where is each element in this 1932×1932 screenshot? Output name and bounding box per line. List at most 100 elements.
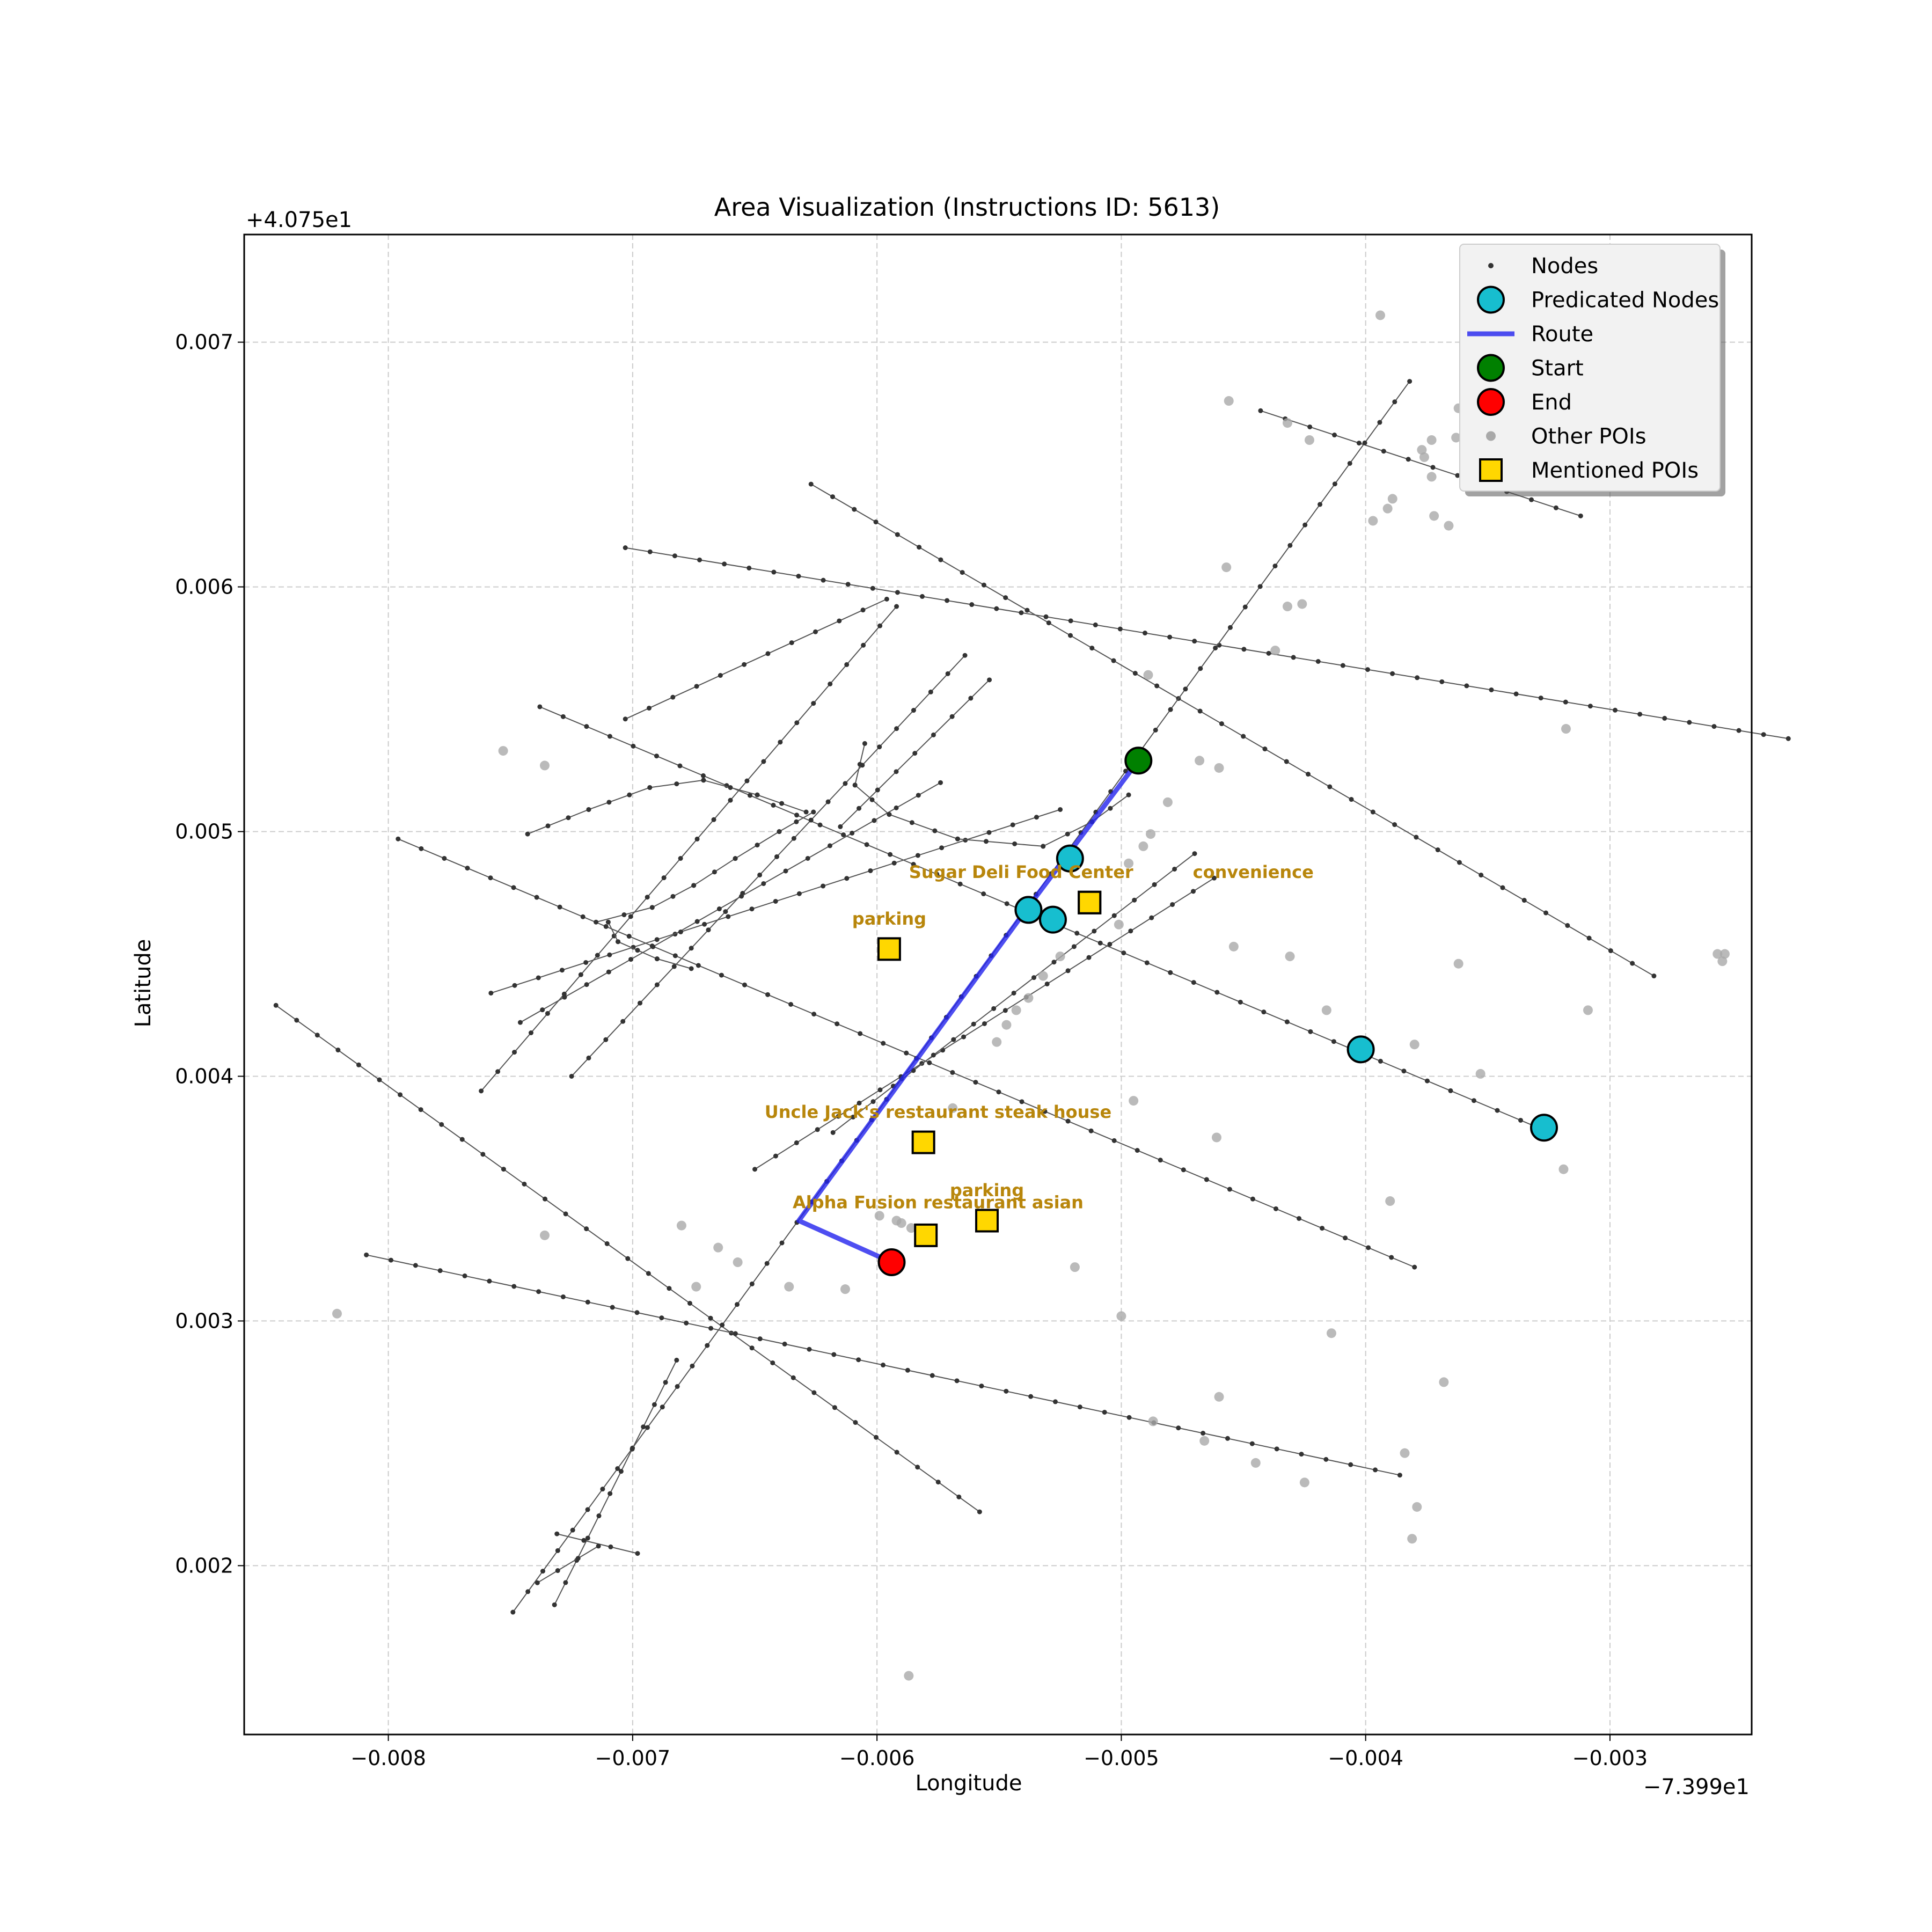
street-node [1392,399,1397,405]
street-node [1435,847,1440,853]
street-node [562,994,567,1000]
street-node [771,569,777,575]
street-node [838,824,843,829]
street-node [487,1278,492,1284]
street-node [645,1425,650,1430]
other-poi-marker [1439,1377,1449,1387]
other-poi-marker [1451,433,1461,443]
street-node [511,1284,517,1289]
other-poi-marker [1558,1164,1569,1174]
street-node [1012,841,1018,846]
street-node [777,829,782,835]
street-node [1170,902,1175,907]
street-node [1154,683,1160,689]
street-node [852,782,858,788]
street-node [749,906,755,912]
street-node [870,1099,876,1104]
street-node [1297,1216,1302,1221]
street-node [782,1341,787,1346]
street-node [437,1268,443,1274]
street-node [1102,1409,1107,1415]
street-node [757,1336,763,1342]
street-node [1197,708,1203,714]
street-node [1135,1148,1140,1153]
street-node [915,853,920,858]
street-node [811,809,816,815]
street-node [1299,1452,1304,1457]
street-node [755,843,760,848]
street-node [696,963,701,968]
street-node [983,839,989,844]
mentioned-poi-marker [975,1209,999,1233]
other-poi-marker [1412,1502,1422,1512]
mentioned-poi-label: Sugar Deli Food Center [909,862,1133,882]
street-node [1377,420,1382,425]
street-node [1086,955,1092,960]
other-poi-marker [1382,503,1393,514]
street-node [1043,614,1049,619]
street-node [647,549,653,554]
legend-label: Nodes [1531,254,1598,279]
street-node [938,780,943,785]
street-node [909,820,914,825]
street-node [1121,950,1126,956]
street-node [1323,1457,1329,1462]
mentioned-poi-label: Uncle Jack's restaurant steak house [765,1102,1111,1122]
street-node [1002,1008,1008,1013]
other-poi-marker [1214,1392,1224,1402]
street-node [726,914,731,919]
street-node [931,1052,936,1058]
street-node [881,1363,886,1368]
street-node [955,836,960,841]
other-poi-marker [1070,1262,1080,1272]
street-node [1126,1415,1132,1420]
street-node [535,1580,540,1585]
street-node [1058,807,1063,812]
street-node [807,1346,812,1352]
street-node [1097,940,1103,946]
other-poi-marker [1001,1020,1012,1030]
street-node [1397,1473,1402,1478]
street-node [1108,806,1113,811]
street-node [628,957,634,962]
street-node [894,769,899,774]
street-node [1362,440,1367,445]
street-node [596,1513,602,1519]
other-poi-marker [1713,949,1723,959]
street-node [540,1569,545,1574]
street-node [1513,691,1519,697]
mentioned-poi-marker [911,1130,935,1154]
street-node [1065,968,1071,974]
street-node [1192,639,1197,644]
end-marker [877,1248,906,1277]
street-node [462,1273,467,1278]
street-node [894,805,899,810]
street-node [968,696,974,701]
other-poi-marker [1407,1534,1417,1544]
street-node [1331,1039,1336,1044]
street-node [604,1241,610,1246]
street-node [1167,634,1173,640]
street-node [831,1352,837,1357]
street-node [647,785,653,790]
street-node [794,819,799,824]
other-poi-marker [1453,958,1463,969]
street-node [1366,1245,1371,1250]
street-edge [571,655,965,1077]
street-node [1272,564,1278,569]
street-node [606,800,612,805]
street-node [857,806,862,811]
street-node [1214,990,1220,995]
street-node [757,872,763,877]
street-node [779,1240,785,1246]
other-poi-marker [498,746,508,756]
other-poi-marker [1719,949,1730,959]
street-node [891,860,897,866]
street-node [495,1069,501,1074]
street-node [981,582,986,588]
plot-frame [243,233,1753,1736]
street-node [915,1465,920,1470]
street-node [857,1100,862,1106]
street-node [718,673,723,678]
other-poi-marker [1148,1416,1158,1426]
